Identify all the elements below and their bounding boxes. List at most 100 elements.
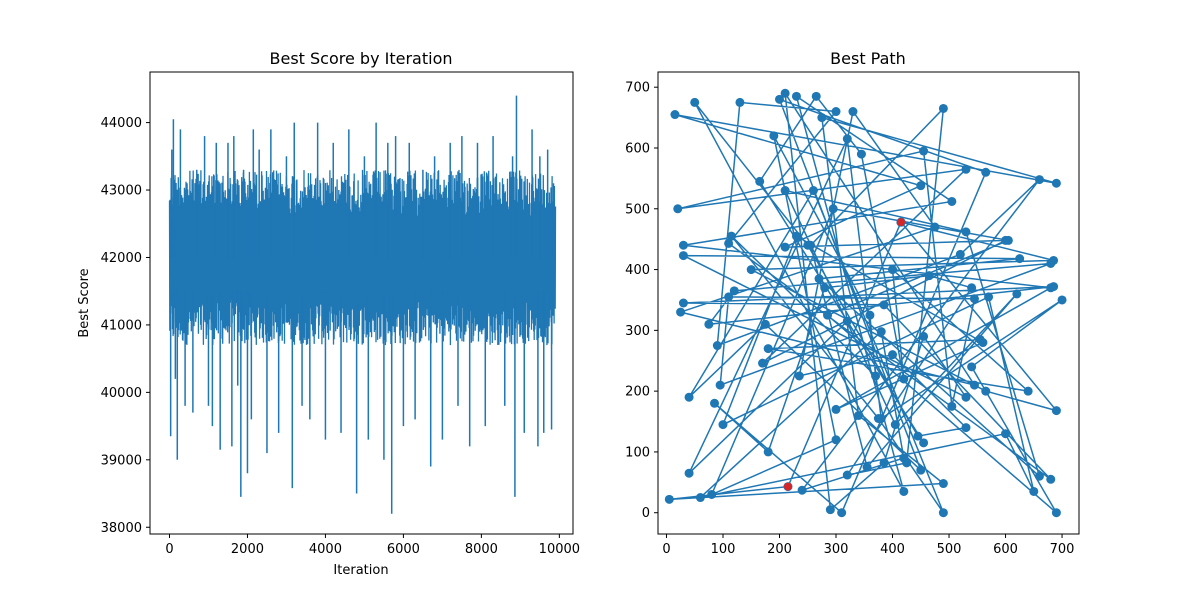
path-node bbox=[1001, 429, 1011, 439]
path-node bbox=[684, 392, 694, 402]
path-chart-x-ticks: 0 100 200 300 400 500 600 700 bbox=[662, 534, 1074, 557]
path-chart-x-tick-label: 400 bbox=[880, 542, 905, 557]
score-chart-x-tick-label: 2000 bbox=[231, 542, 264, 557]
path-node bbox=[916, 465, 926, 475]
path-node bbox=[975, 334, 985, 344]
path-node bbox=[924, 271, 934, 281]
path-chart-x-tick-label: 700 bbox=[1050, 542, 1075, 557]
path-node bbox=[938, 103, 948, 113]
path-node bbox=[913, 431, 923, 441]
path-node bbox=[916, 181, 926, 191]
path-node bbox=[862, 462, 872, 472]
path-node bbox=[876, 414, 886, 423]
path-node bbox=[1034, 175, 1044, 185]
path-line bbox=[669, 92, 1063, 514]
path-node bbox=[678, 240, 688, 250]
path-node bbox=[726, 231, 736, 241]
path-node bbox=[755, 176, 765, 186]
path-node bbox=[710, 398, 720, 408]
path-node bbox=[794, 371, 804, 381]
path-node bbox=[724, 238, 734, 248]
path-node bbox=[1015, 254, 1025, 264]
path-node bbox=[961, 164, 971, 174]
path-node bbox=[947, 196, 957, 206]
path-node bbox=[1034, 471, 1044, 481]
path-node bbox=[876, 327, 886, 337]
path-chart-y-tick-label: 0 bbox=[642, 506, 650, 521]
path-node bbox=[780, 186, 790, 196]
path-node bbox=[746, 265, 756, 275]
path-node bbox=[967, 362, 977, 372]
path-chart-y-tick-label: 500 bbox=[625, 202, 650, 217]
path-chart-x-tick-label: 500 bbox=[937, 542, 962, 557]
score-chart-y-label: Best Score bbox=[77, 268, 92, 337]
path-node bbox=[865, 310, 875, 320]
path-node bbox=[684, 468, 694, 478]
path-node bbox=[879, 300, 889, 310]
path-node bbox=[837, 508, 847, 518]
path-node bbox=[831, 107, 841, 117]
path-node bbox=[797, 485, 807, 495]
path-chart-y-tick-label: 700 bbox=[625, 81, 650, 96]
path-node bbox=[774, 94, 784, 104]
path-node bbox=[919, 146, 929, 156]
path-chart-plot-area bbox=[664, 88, 1067, 518]
score-chart-y-tick-label: 42000 bbox=[101, 251, 142, 266]
path-node bbox=[961, 227, 971, 237]
path-chart-y-tick-label: 400 bbox=[625, 263, 650, 278]
path-node bbox=[831, 404, 841, 414]
path-chart-x-tick-label: 300 bbox=[824, 542, 849, 557]
score-chart-x-tick-label: 4000 bbox=[309, 542, 342, 557]
path-node bbox=[899, 374, 909, 384]
path-chart: Best Path 0 100 200 300 400 500 600 700 0 100 200… bbox=[625, 49, 1080, 557]
path-node bbox=[890, 420, 900, 430]
path-node bbox=[729, 286, 739, 296]
path-node bbox=[704, 319, 714, 329]
path-node bbox=[791, 91, 801, 101]
path-node bbox=[758, 358, 768, 368]
path-node bbox=[791, 231, 801, 241]
score-chart-x-tick-label: 10000 bbox=[539, 542, 580, 557]
score-chart-y-tick-label: 43000 bbox=[101, 184, 142, 199]
path-node bbox=[664, 494, 674, 504]
path-node bbox=[854, 410, 864, 420]
path-node bbox=[856, 149, 866, 159]
path-chart-y-ticks: 0 100 200 300 400 500 600 700 bbox=[625, 81, 658, 521]
score-chart-x-label: Iteration bbox=[333, 563, 388, 578]
path-node bbox=[848, 107, 858, 117]
path-node bbox=[780, 242, 790, 252]
path-node bbox=[814, 274, 824, 284]
path-chart-title: Best Path bbox=[830, 49, 906, 68]
score-chart-x-ticks: 0 2000 4000 6000 8000 10000 bbox=[165, 534, 580, 557]
path-node bbox=[919, 438, 929, 448]
path-node bbox=[919, 331, 929, 341]
path-node bbox=[1023, 386, 1033, 396]
score-chart-frame bbox=[149, 71, 574, 535]
path-node bbox=[690, 97, 700, 107]
path-node bbox=[760, 319, 770, 329]
path-node bbox=[715, 380, 725, 390]
path-node bbox=[984, 292, 994, 302]
path-node bbox=[828, 204, 838, 214]
path-node bbox=[902, 458, 912, 468]
path-chart-y-tick-label: 200 bbox=[625, 385, 650, 400]
score-chart-y-tick-label: 40000 bbox=[101, 386, 142, 401]
path-node bbox=[961, 423, 971, 433]
path-node bbox=[1046, 258, 1056, 268]
path-chart-y-tick-label: 600 bbox=[625, 141, 650, 156]
path-node bbox=[724, 292, 734, 302]
path-node bbox=[967, 283, 977, 293]
path-node bbox=[888, 265, 898, 275]
path-chart-x-tick-label: 600 bbox=[993, 542, 1018, 557]
path-node bbox=[842, 134, 852, 144]
path-node bbox=[888, 350, 898, 360]
path-node bbox=[676, 307, 686, 317]
path-endpoint-marker bbox=[783, 482, 792, 491]
path-node bbox=[1003, 235, 1013, 245]
path-node bbox=[769, 131, 779, 141]
score-chart-y-ticks: 38000 39000 40000 41000 42000 43000 44000 bbox=[101, 116, 150, 536]
path-node bbox=[811, 91, 821, 101]
path-node bbox=[879, 458, 889, 468]
path-node bbox=[1046, 474, 1056, 484]
